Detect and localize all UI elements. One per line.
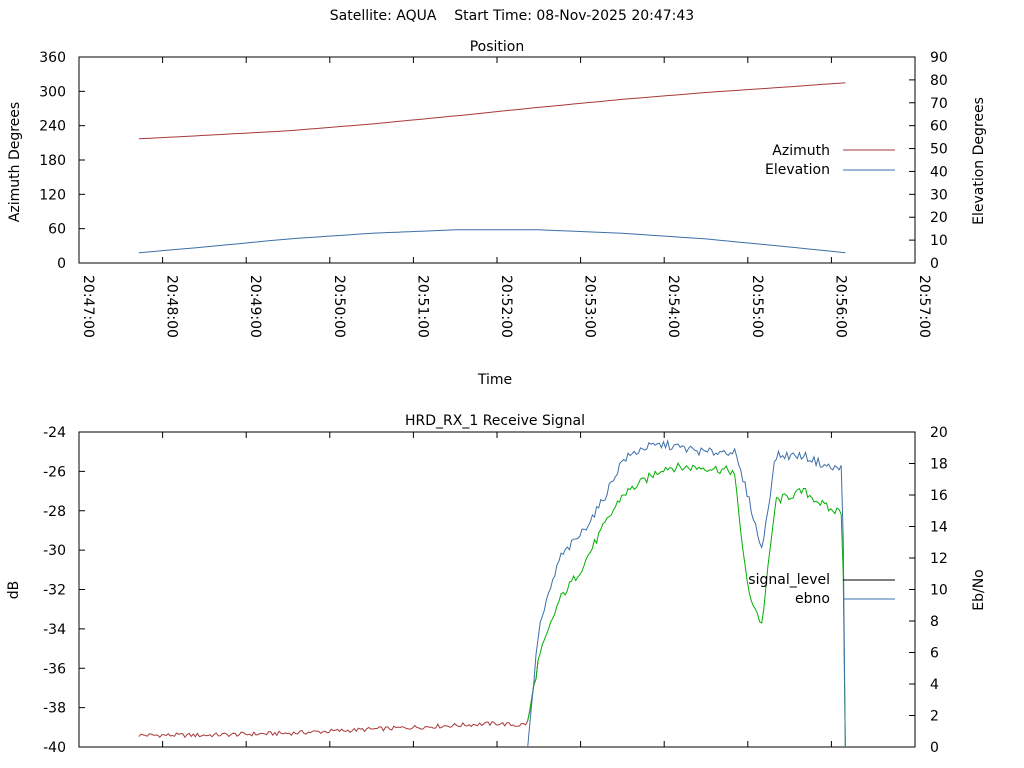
receive-signal-title: HRD_RX_1 Receive Signal — [405, 413, 585, 429]
legend-elevation-label: Elevation — [765, 162, 830, 178]
db-tick-label: -26 — [43, 464, 66, 480]
ebno-tick-label: 16 — [930, 488, 948, 504]
elevation-line — [138, 229, 846, 254]
elevation-tick-label: 70 — [930, 96, 948, 112]
elevation-tick-label: 90 — [930, 50, 948, 66]
position-chart: Position 0 60 120 180 240 300 360 0 10 20 30 40 50 6… — [7, 39, 987, 388]
azimuth-line — [138, 82, 846, 140]
ebno-tick-label: 8 — [930, 614, 939, 630]
time-tick-label: 20:54:00 — [665, 275, 681, 338]
signal-series — [138, 439, 846, 748]
time-tick-label: 20:49:00 — [247, 275, 263, 338]
ebno-tick-label: 2 — [930, 709, 939, 725]
ebno-tick-label: 10 — [930, 583, 948, 599]
time-tick-label: 20:47:00 — [80, 275, 96, 338]
satellite-label: Satellite: AQUA — [329, 8, 437, 24]
elevation-tick-label: 50 — [930, 142, 948, 158]
db-tick-label: -30 — [43, 543, 66, 559]
db-tick-label: -28 — [43, 504, 66, 520]
db-tick-label: -32 — [43, 583, 66, 599]
ebno-tick-label: 14 — [930, 520, 948, 536]
ebno-tick-label: 6 — [930, 646, 939, 662]
time-tick-label: 20:56:00 — [832, 275, 848, 338]
elevation-tick-label: 0 — [930, 256, 939, 272]
ebno-tick-label: 18 — [930, 457, 948, 473]
legend-azimuth-label: Azimuth — [772, 143, 830, 159]
azimuth-tick-label: 120 — [39, 187, 66, 203]
signal-level-line-locked — [527, 462, 846, 748]
legend-signal-level-label: signal_level — [748, 572, 830, 588]
elevation-tick-label: 60 — [930, 119, 948, 135]
chart-header: Satellite: AQUA Start Time: 08-Nov-2025 … — [0, 8, 1024, 24]
time-tick-label: 20:55:00 — [749, 275, 765, 338]
time-tick-label: 20:57:00 — [916, 275, 932, 338]
elevation-axis-label: Elevation Degrees — [971, 97, 987, 225]
elevation-tick-label: 80 — [930, 73, 948, 89]
position-right-axis: 0 10 20 30 40 50 60 70 80 90 — [909, 50, 948, 272]
position-chart-title: Position — [470, 39, 525, 55]
time-tick-label: 20:51:00 — [414, 275, 430, 338]
position-left-axis: 0 60 120 180 240 300 360 — [39, 50, 85, 272]
signal-level-line-prelock — [138, 659, 539, 739]
time-tick-label: 20:52:00 — [498, 275, 514, 338]
signal-right-axis: 0 2 4 6 8 10 12 14 16 18 20 — [909, 425, 948, 756]
legend-ebno-label: ebno — [795, 591, 830, 607]
position-time-axis: 20:47:00 20:48:00 20:49:00 20:50:00 20:51:00… — [78, 57, 932, 338]
azimuth-tick-label: 0 — [57, 256, 66, 272]
azimuth-tick-label: 360 — [39, 50, 66, 66]
signal-time-axis — [78, 432, 916, 747]
azimuth-tick-label: 60 — [48, 222, 66, 238]
receive-signal-chart: HRD_RX_1 Receive Signal -40-38-36-34-32-… — [6, 413, 987, 756]
time-tick-label: 20:53:00 — [582, 275, 598, 338]
position-legend: Azimuth Elevation — [765, 143, 895, 178]
db-tick-label: -38 — [43, 701, 66, 717]
db-tick-label: -36 — [43, 661, 66, 677]
elevation-tick-label: 40 — [930, 164, 948, 180]
time-tick-label: 20:50:00 — [331, 275, 347, 338]
ebno-axis-label: Eb/No — [971, 569, 987, 611]
ebno-line — [527, 439, 846, 748]
position-series — [138, 82, 846, 254]
db-tick-label: -24 — [43, 425, 66, 441]
db-axis-label: dB — [6, 581, 22, 600]
position-plot-frame — [78, 56, 916, 264]
elevation-tick-label: 10 — [930, 233, 948, 249]
start-time-label: Start Time: 08-Nov-2025 20:47:43 — [454, 8, 695, 24]
azimuth-tick-label: 180 — [39, 153, 66, 169]
elevation-tick-label: 30 — [930, 187, 948, 203]
time-tick-label: 20:48:00 — [164, 275, 180, 338]
azimuth-axis-label: Azimuth Degrees — [7, 102, 23, 222]
ebno-tick-label: 20 — [930, 425, 948, 441]
elevation-tick-label: 20 — [930, 210, 948, 226]
time-axis-label: Time — [477, 372, 512, 388]
azimuth-tick-label: 300 — [39, 84, 66, 100]
signal-plot-frame — [78, 431, 916, 748]
db-tick-label: -34 — [43, 622, 66, 638]
ebno-tick-label: 0 — [930, 740, 939, 756]
ebno-tick-label: 4 — [930, 677, 939, 693]
signal-legend: signal_level ebno — [748, 572, 895, 607]
ebno-tick-label: 12 — [930, 551, 948, 567]
db-tick-label: -40 — [43, 740, 66, 756]
azimuth-tick-label: 240 — [39, 119, 66, 135]
signal-left-axis: -40 -38 -36 -34 -32 -30 -28 -26 -24 — [43, 425, 85, 756]
